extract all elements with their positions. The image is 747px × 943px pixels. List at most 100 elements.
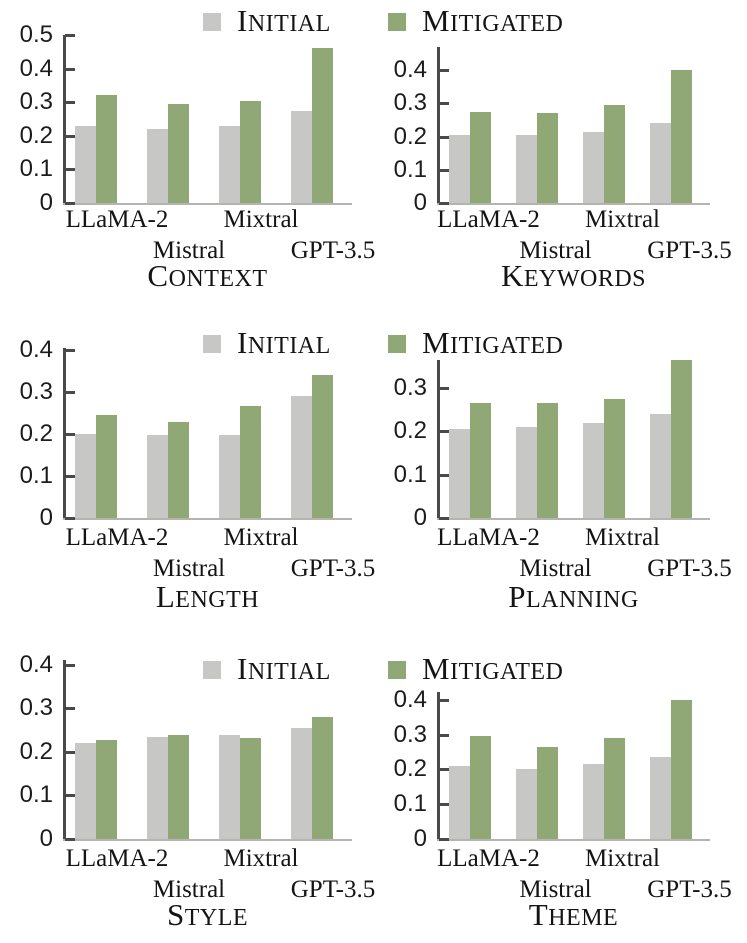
- chart-title: CONTEXT: [147, 258, 268, 293]
- x-category-label-mixtral: Mixtral: [585, 845, 660, 872]
- x-axis-line: [63, 839, 352, 841]
- chart-title: PLANNING: [508, 579, 639, 614]
- y-axis-tick: [65, 101, 75, 105]
- bar-mitigated-mixtral: [604, 738, 625, 839]
- legend-item-mitigated: MITIGATED: [388, 4, 563, 40]
- x-category-label-mistral: Mistral: [152, 876, 226, 903]
- y-tick-label: 0.3: [393, 374, 427, 402]
- bar-mitigated-llama-2: [470, 403, 491, 518]
- chart-length: 0 0.1 0.2 0.3 0.4 LLaMA-2 Mistral Mixtral GPT-3.…: [0, 300, 376, 630]
- bar-initial-mixtral: [219, 126, 240, 203]
- legend-initial-label: INITIAL: [237, 650, 331, 686]
- y-axis-tick: [65, 168, 75, 172]
- y-tick-label: 0.1: [19, 781, 53, 809]
- bar-initial-llama-2: [449, 429, 470, 518]
- x-category-label-mixtral: Mixtral: [585, 206, 660, 233]
- x-category-label-gpt-3-5: GPT-3.5: [647, 876, 732, 903]
- bar-initial-llama-2: [75, 434, 96, 518]
- chart-theme: 0 0.1 0.2 0.3 0.4 LLaMA-2 Mistral Mixtral GPT-3.…: [374, 612, 747, 942]
- legend-mitigated-swatch: [388, 661, 406, 679]
- y-tick-label: 0: [413, 504, 427, 531]
- y-tick-label: 0.1: [19, 461, 53, 489]
- y-axis-tick: [65, 838, 75, 841]
- y-tick-label: 0: [39, 825, 53, 852]
- x-category-label-llama-2: LLaMA-2: [65, 524, 169, 551]
- x-category-label-mixtral: Mixtral: [223, 206, 299, 233]
- bar-initial-gpt-3-5: [650, 123, 671, 203]
- x-category-label-llama-2: LLaMA-2: [65, 206, 169, 233]
- bar-initial-llama-2: [449, 766, 470, 839]
- y-tick-label: 0: [413, 825, 427, 852]
- y-axis-tick: [439, 102, 449, 106]
- x-category-label-llama-2: LLaMA-2: [65, 845, 169, 872]
- bar-initial-mistral: [516, 135, 537, 203]
- bar-mitigated-mistral: [537, 403, 558, 518]
- x-category-label-gpt-3-5: GPT-3.5: [647, 237, 732, 264]
- y-axis-tick: [65, 67, 75, 71]
- bar-initial-llama-2: [75, 126, 96, 203]
- bar-mitigated-mixtral: [240, 406, 261, 518]
- y-axis-tick: [65, 432, 75, 436]
- legend-mitigated-label: MITIGATED: [422, 650, 564, 686]
- bar-mitigated-mixtral: [604, 105, 625, 203]
- y-tick-label: 0.3: [19, 694, 53, 722]
- y-axis-tick: [65, 348, 75, 352]
- bar-mitigated-mistral: [537, 113, 558, 203]
- legend-initial-label: INITIAL: [237, 324, 331, 360]
- bar-mitigated-llama-2: [96, 95, 117, 203]
- y-tick-label: 0.4: [393, 685, 427, 713]
- legend-initial-swatch: [203, 661, 221, 679]
- y-axis-line: [437, 692, 440, 841]
- legend-mitigated-label: MITIGATED: [422, 324, 564, 360]
- y-tick-label: 0.2: [393, 417, 427, 445]
- bar-initial-gpt-3-5: [291, 396, 312, 518]
- y-tick-label: 0.2: [393, 755, 427, 783]
- y-tick-label: 0: [39, 189, 53, 216]
- bar-initial-gpt-3-5: [291, 728, 312, 839]
- y-axis-tick: [439, 430, 449, 434]
- y-axis-tick: [439, 733, 449, 737]
- y-tick-label: 0.2: [19, 737, 53, 765]
- y-tick-label: 0.2: [393, 122, 427, 150]
- y-axis-tick: [439, 803, 449, 807]
- x-category-label-mistral: Mistral: [152, 555, 226, 582]
- bar-initial-gpt-3-5: [291, 111, 312, 203]
- y-axis-tick: [65, 134, 75, 138]
- y-tick-label: 0.3: [19, 88, 53, 116]
- legend-mitigated-swatch: [388, 335, 406, 353]
- y-axis-tick: [439, 838, 449, 841]
- bar-mitigated-llama-2: [96, 415, 117, 518]
- y-tick-label: 0.2: [19, 121, 53, 149]
- y-axis-tick: [439, 69, 449, 73]
- y-tick-label: 0.1: [393, 460, 427, 488]
- bar-initial-mixtral: [583, 764, 604, 839]
- y-tick-label: 0.3: [19, 377, 53, 405]
- x-category-label-mistral: Mistral: [519, 876, 592, 903]
- bar-mitigated-mixtral: [240, 738, 261, 839]
- bar-mitigated-mixtral: [604, 399, 625, 518]
- legend-mitigated-label: MITIGATED: [422, 2, 564, 38]
- x-category-label-llama-2: LLaMA-2: [437, 845, 540, 872]
- bar-initial-mistral: [147, 737, 168, 839]
- legend-item-initial: INITIAL: [203, 652, 331, 688]
- chart-keywords: 0 0.1 0.2 0.3 0.4 LLaMA-2 Mistral Mixtral GPT-3.…: [374, 0, 747, 330]
- y-axis-tick: [439, 768, 449, 772]
- chart-planning: 0 0.1 0.2 0.3 LLaMA-2 Mistral Mixtral GPT-3.5 PL…: [374, 300, 747, 630]
- y-tick-label: 0.3: [393, 89, 427, 117]
- y-tick-label: 0.5: [19, 21, 53, 48]
- x-axis-line: [437, 518, 710, 520]
- chart-title: LENGTH: [155, 579, 260, 614]
- x-axis-line: [63, 203, 352, 205]
- bar-mitigated-gpt-3-5: [671, 70, 692, 203]
- y-tick-label: 0: [39, 504, 53, 531]
- bar-initial-mixtral: [219, 735, 240, 839]
- y-axis-tick: [439, 517, 449, 520]
- legend-item-initial: INITIAL: [203, 4, 331, 40]
- y-axis-line: [63, 660, 66, 841]
- x-category-label-gpt-3-5: GPT-3.5: [290, 237, 376, 264]
- bar-mitigated-gpt-3-5: [312, 48, 333, 203]
- x-category-label-mistral: Mistral: [152, 237, 226, 264]
- y-axis-tick: [65, 517, 75, 520]
- legend-initial-swatch: [203, 13, 221, 31]
- chart-title: THEME: [528, 897, 619, 932]
